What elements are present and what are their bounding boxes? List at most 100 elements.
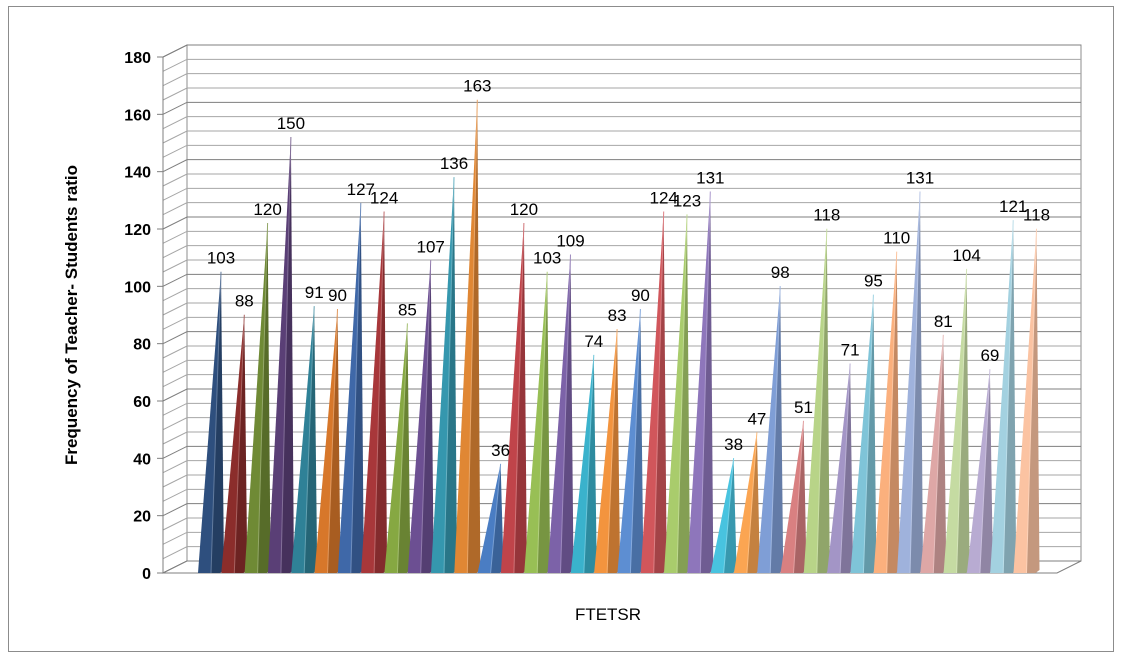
- gridline: [162, 259, 1081, 273]
- pyramid-bar: [384, 323, 411, 574]
- pyramid-face-right: [816, 228, 830, 573]
- pyramid-edge: [606, 329, 618, 574]
- y-tick-label: 100: [124, 279, 151, 296]
- pyramid-edge: [676, 214, 688, 574]
- pyramid-bar: [267, 136, 294, 574]
- pyramid-bar: [547, 254, 574, 574]
- pyramid-face-left: [897, 191, 920, 573]
- pyramid-bar: [664, 214, 690, 574]
- pyramid-face-right: [304, 306, 318, 573]
- pyramid-edge: [886, 251, 898, 574]
- data-label: 136: [440, 154, 468, 173]
- pyramid-edge: [746, 432, 758, 574]
- data-label: 103: [533, 249, 561, 268]
- pyramid-bar: [966, 369, 993, 574]
- pyramid-bar: [687, 191, 714, 574]
- data-label: 121: [999, 197, 1027, 216]
- pyramid-bar: [594, 329, 621, 574]
- pyramid-face-left: [850, 294, 874, 573]
- pyramid-face-right: [770, 286, 784, 573]
- gridline: [162, 288, 1081, 302]
- pyramid-face-right: [677, 214, 690, 573]
- pyramid-edge: [560, 254, 571, 574]
- pyramid-bar: [244, 222, 271, 574]
- pyramid-face-left: [361, 211, 385, 574]
- gridline: [162, 273, 1081, 287]
- pyramid-face-right: [886, 251, 900, 573]
- pyramid-edge: [443, 177, 455, 574]
- data-label: 95: [864, 272, 883, 291]
- pyramid-bar: [361, 211, 388, 574]
- pyramid-edge: [932, 334, 944, 574]
- pyramid-face-left: [547, 254, 571, 574]
- pyramid-face-left: [873, 251, 897, 573]
- pyramid-bar: [221, 314, 248, 574]
- pyramid-face-right: [607, 329, 621, 573]
- data-label: 124: [370, 189, 398, 208]
- pyramid-face-right: [700, 191, 714, 573]
- gridline: [162, 159, 1081, 173]
- pyramid-edge: [1026, 228, 1037, 574]
- pyramid-face-left: [198, 271, 221, 573]
- pyramid-face-left: [687, 191, 711, 573]
- pyramid-bar: [617, 308, 644, 574]
- data-label: 51: [794, 398, 813, 417]
- pyramid-face-left: [500, 223, 524, 573]
- data-label: 131: [906, 168, 934, 187]
- pyramid-bar: [337, 202, 364, 574]
- pyramid-bar: [990, 220, 1017, 574]
- pyramid-bar: [477, 463, 504, 574]
- pyramid-face-right: [933, 334, 947, 573]
- pyramid-face-left: [664, 214, 687, 573]
- gridline: [162, 173, 1081, 187]
- data-label: 124: [650, 189, 678, 208]
- pyramid-face-left: [524, 271, 548, 573]
- gridline: [162, 230, 1081, 244]
- pyramid-face-right: [979, 369, 993, 573]
- pyramid-edge: [303, 306, 315, 574]
- gridline: [162, 216, 1081, 230]
- pyramid-edge: [233, 314, 245, 574]
- pyramid-face-left: [757, 286, 781, 573]
- pyramid-edge: [862, 294, 874, 574]
- pyramid-face-right: [583, 354, 597, 573]
- pyramid-face-right: [840, 363, 854, 573]
- data-label: 120: [510, 200, 538, 219]
- y-tick-label: 160: [124, 107, 151, 124]
- pyramid-face-right: [863, 294, 877, 573]
- gridline: [162, 87, 1081, 101]
- pyramid-edge: [257, 222, 269, 574]
- pyramid-edge: [373, 211, 385, 574]
- pyramid-face-left: [244, 223, 268, 573]
- gridline: [162, 402, 1081, 416]
- pyramid-face-right: [280, 137, 294, 573]
- gridline: [162, 488, 1081, 502]
- pyramid-face-right: [910, 191, 923, 573]
- pyramid-face-right: [374, 211, 388, 574]
- data-label: 127: [347, 180, 375, 199]
- pyramid-face-left: [617, 309, 641, 573]
- pyramid-face-left: [966, 369, 990, 573]
- gridline: [162, 359, 1081, 373]
- data-label: 47: [747, 409, 766, 428]
- data-label: 91: [305, 283, 324, 302]
- pyramid-edge: [583, 354, 595, 574]
- pyramid-face-left: [221, 314, 245, 573]
- data-label: 81: [934, 312, 953, 331]
- gridline: [162, 388, 1081, 402]
- data-label: 131: [696, 168, 724, 187]
- pyramid-face-right: [420, 260, 434, 573]
- pyramid-face-left: [454, 99, 478, 573]
- gridline: [162, 245, 1081, 259]
- pyramid-face-left: [431, 177, 454, 573]
- pyramid-face-right: [234, 314, 248, 573]
- y-axis-label: Frequency of Teacher- Students ratio: [62, 165, 81, 465]
- y-tick-label: 140: [124, 165, 151, 182]
- pyramid-edge: [629, 308, 641, 574]
- pyramid-bar: [850, 294, 877, 574]
- pyramid-bar: [454, 99, 481, 574]
- pyramid-face-left: [803, 228, 827, 573]
- pyramid-face-left: [291, 306, 315, 573]
- gridline: [162, 460, 1081, 474]
